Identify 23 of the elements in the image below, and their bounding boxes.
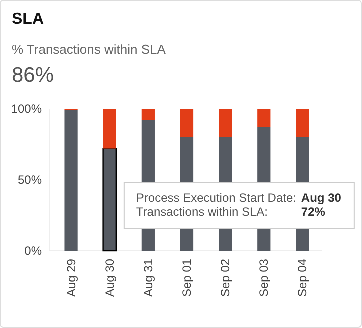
bar bbox=[103, 109, 116, 149]
x-tick-label: Sep 04 bbox=[296, 258, 310, 298]
bar bbox=[180, 109, 194, 138]
y-tick-label: 0% bbox=[24, 244, 42, 258]
bar bbox=[102, 148, 118, 252]
y-tick-label: 50% bbox=[18, 173, 42, 188]
text: Transactions within SLA: 72% bbox=[136, 205, 326, 219]
x-tick-label: Sep 01 bbox=[180, 258, 194, 298]
x-tick-label: Sep 02 bbox=[218, 258, 233, 298]
x-tick-label: Aug 29 bbox=[64, 258, 78, 298]
chart-subtitle: % Transactions within SLA bbox=[12, 42, 166, 57]
x-tick-label: Aug 30 bbox=[102, 258, 117, 298]
y-tick-label: 100% bbox=[11, 102, 42, 116]
bar bbox=[142, 109, 155, 120]
bar bbox=[296, 109, 310, 138]
bar bbox=[64, 110, 78, 251]
annotation: Process Execution Start Date: Aug 30 bbox=[136, 191, 342, 205]
chart-title: SLA bbox=[12, 11, 44, 28]
bar bbox=[258, 109, 271, 128]
text: 86% bbox=[12, 64, 54, 87]
x-tick-label: Sep 03 bbox=[257, 258, 272, 298]
bar bbox=[219, 109, 232, 138]
x-tick-label: Aug 31 bbox=[141, 258, 156, 298]
